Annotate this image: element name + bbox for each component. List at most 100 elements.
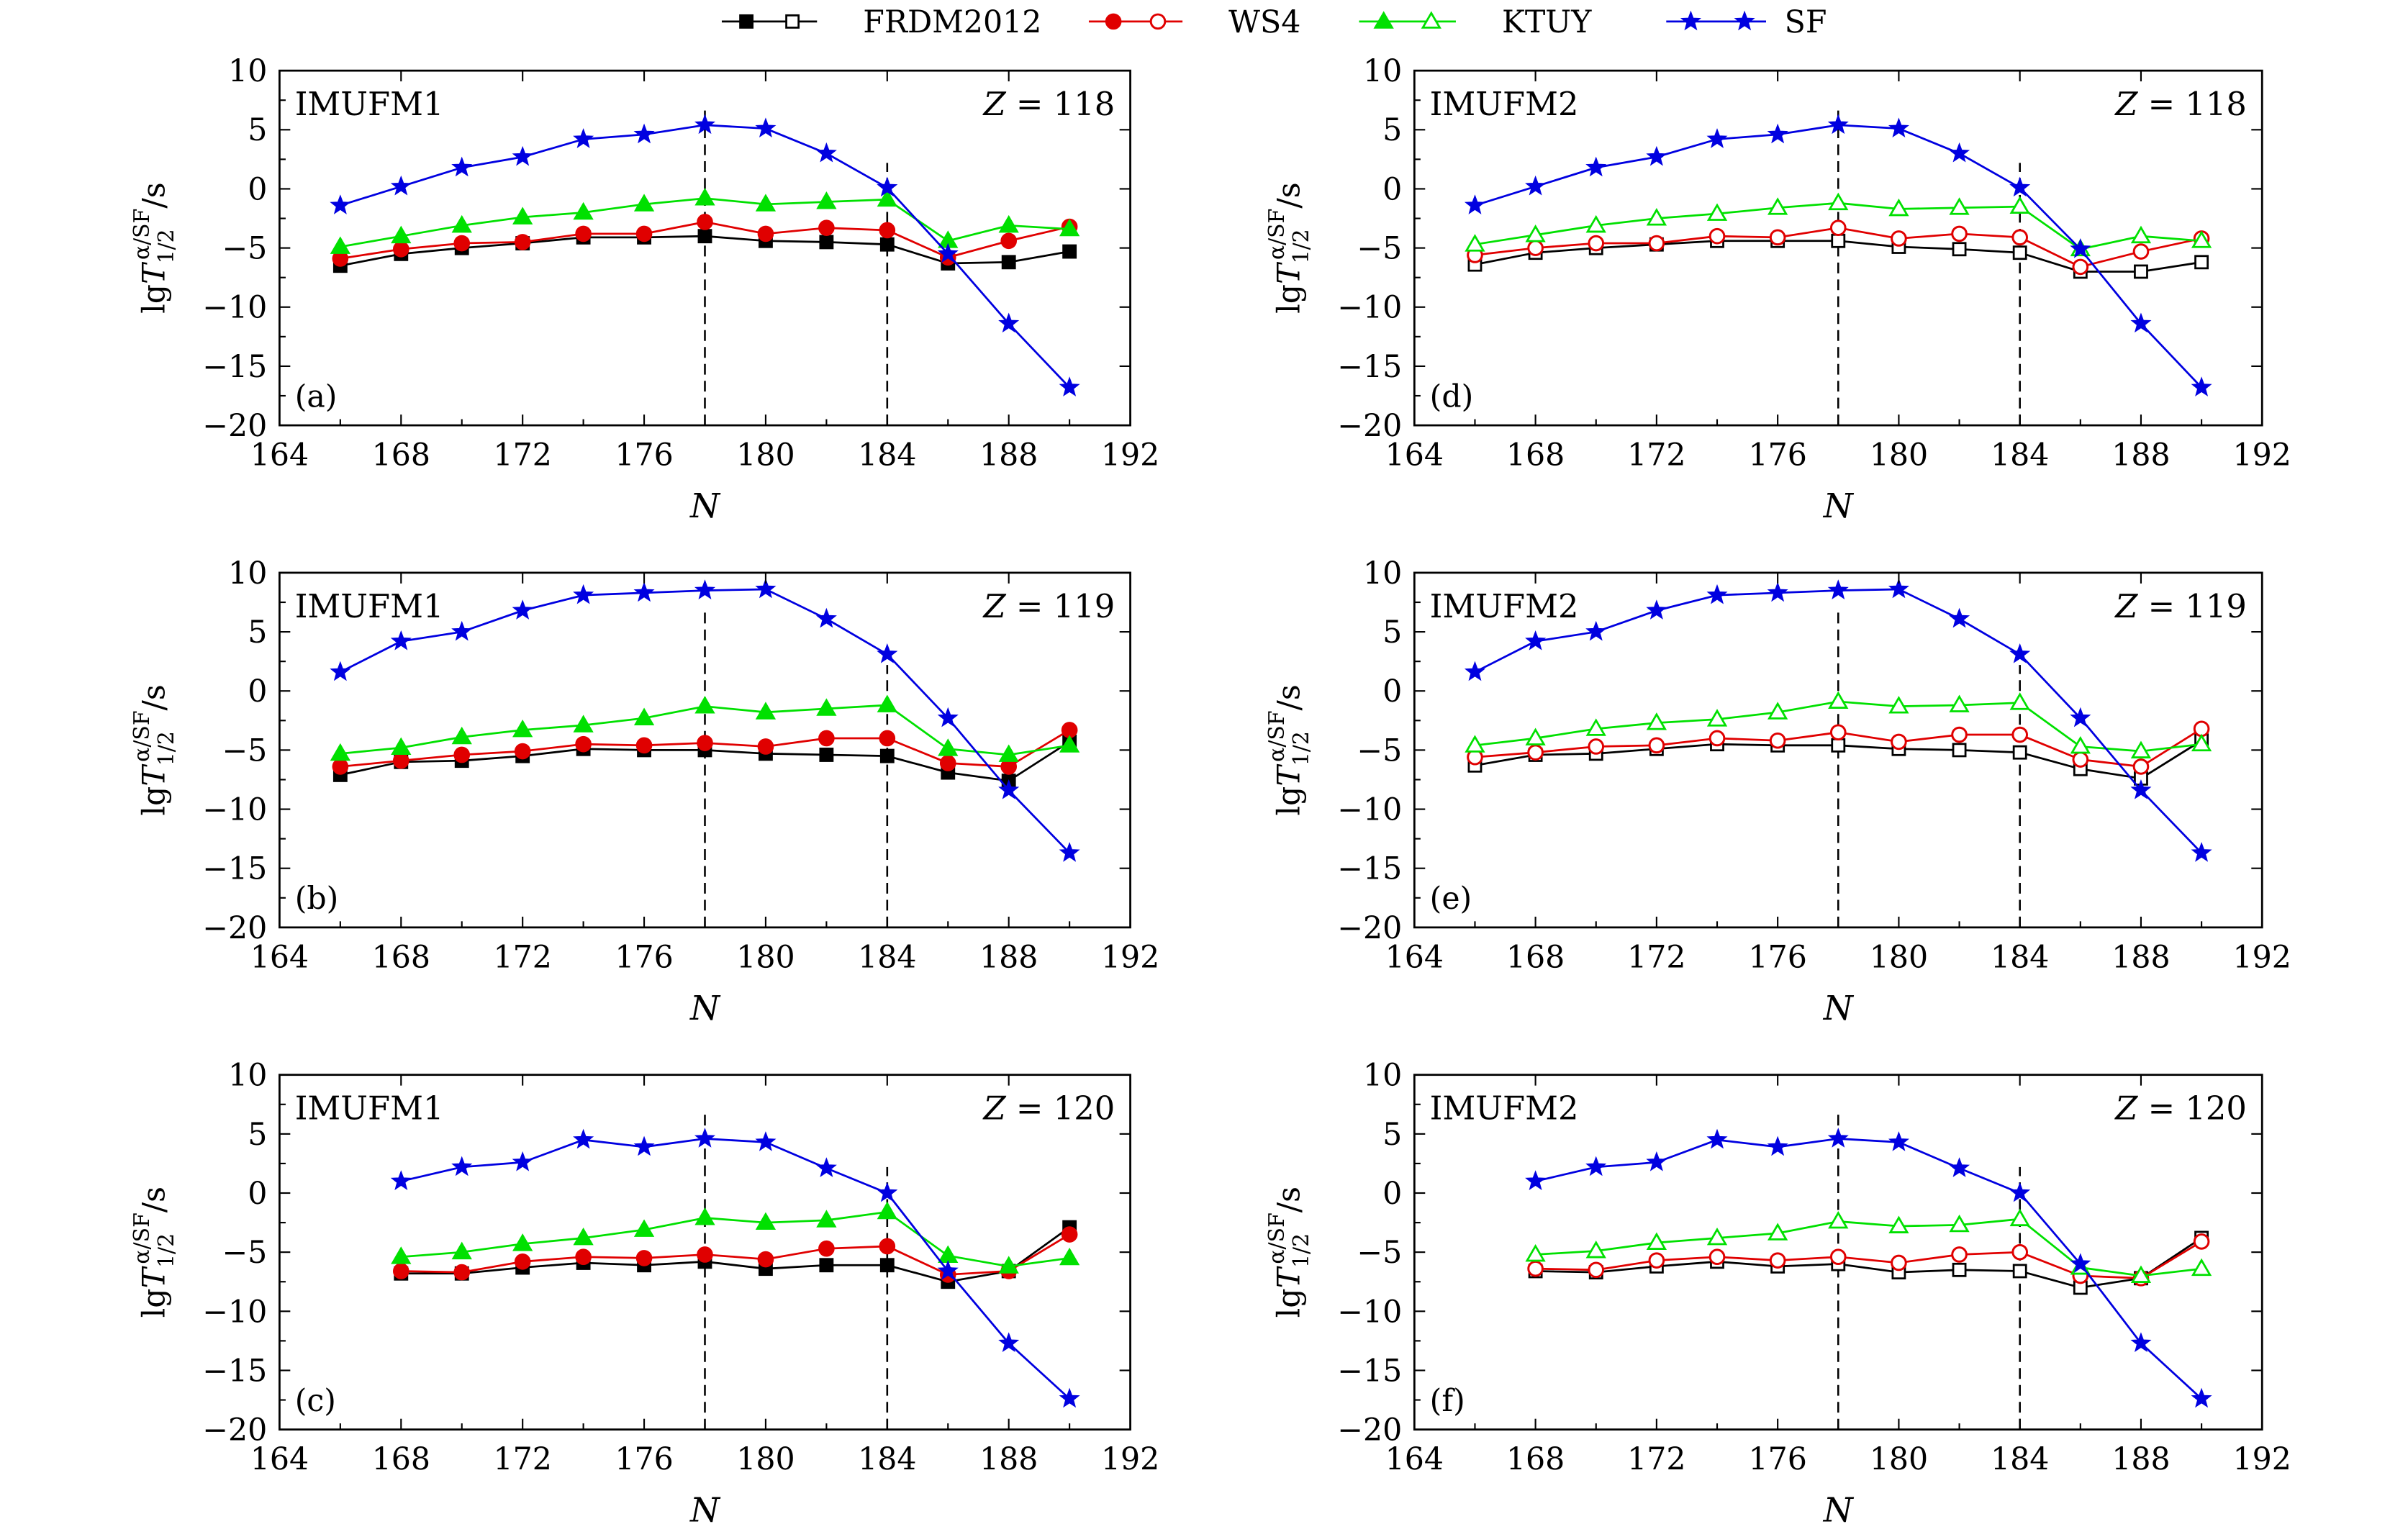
point-ktuy-n190 (2191, 733, 2212, 752)
x-tick-label: 164 (1385, 437, 1444, 473)
series-ws4 (1527, 1233, 2210, 1287)
point-ws4-n174 (575, 225, 592, 242)
point-ws4-n180 (1891, 230, 1907, 247)
point-sf-n182 (1949, 607, 1970, 628)
legend-marker-filled (1373, 11, 1394, 29)
point-ktuy-n174 (573, 201, 594, 220)
point-sf-n168 (390, 1170, 412, 1190)
x-tick-label: 176 (615, 437, 673, 473)
point-ktuy-n166 (1465, 735, 1485, 753)
x-tick-label: 180 (736, 437, 795, 473)
point-sf-n178 (694, 579, 716, 599)
point-sf-n172 (512, 1151, 533, 1171)
point-ktuy-n190 (1059, 218, 1080, 237)
y-tick-label: −10 (202, 792, 267, 828)
point-ktuy-n178 (694, 696, 715, 714)
model-label: IMUFM2 (1430, 85, 1579, 123)
point-ktuy-n176 (633, 707, 655, 725)
point-frdm2012-n178 (1831, 738, 1846, 753)
y-tick-label: −5 (1357, 733, 1402, 768)
series-line-frdm2012 (1535, 1237, 2202, 1289)
x-tick-label: 176 (1748, 939, 1806, 975)
y-tick-label: −10 (1337, 792, 1402, 828)
y-tick-label: 5 (248, 112, 267, 148)
z-label: Z = 120 (982, 1089, 1115, 1128)
y-axis-label: lgT1/2α/SF/s (130, 684, 179, 815)
y-tick-label: 0 (248, 1176, 267, 1212)
point-ws4-n178 (1829, 1248, 1847, 1266)
panel-a: 164 168 172 176 180 184 188 192 −20 −15 −10 −5 0 5 10 N… (130, 53, 1159, 526)
point-sf-n188 (998, 312, 1020, 333)
point-ws4-n170 (1588, 1261, 1605, 1279)
point-ktuy-n174 (573, 715, 594, 733)
point-sf-n172 (512, 145, 533, 166)
point-frdm2012-n182 (1952, 743, 1967, 758)
series-sf (390, 1128, 1080, 1408)
x-tick-label: 184 (1991, 1441, 2049, 1477)
point-ws4-n186 (2072, 751, 2089, 768)
point-sf-n190 (1059, 1387, 1080, 1408)
series-ktuy (330, 188, 1080, 254)
point-ktuy-n172 (1646, 208, 1667, 226)
point-sf-n170 (451, 620, 473, 641)
y-tick-label: 0 (1382, 674, 1402, 709)
point-ws4-n176 (635, 737, 653, 754)
x-tick-label: 188 (979, 1441, 1038, 1477)
point-sf-n190 (2191, 842, 2212, 862)
point-sf-n178 (1827, 579, 1849, 599)
point-ws4-n188 (2132, 243, 2150, 260)
point-sf-n186 (937, 242, 959, 263)
point-ktuy-n172 (512, 207, 533, 225)
point-ktuy-n190 (2191, 230, 2212, 248)
legend-item-frdm2012: FRDM2012 (721, 4, 1041, 40)
x-tick-label: 168 (372, 939, 430, 975)
point-sf-n180 (1888, 117, 1909, 138)
point-ktuy-n190 (1059, 735, 1080, 753)
point-ws4-n182 (1951, 1246, 1968, 1263)
point-ws4-n182 (818, 730, 835, 747)
x-axis-label: N (1823, 989, 1855, 1028)
point-ws4-n184 (2011, 229, 2029, 246)
y-tick-label: −10 (1337, 1294, 1402, 1330)
point-ktuy-n188 (2130, 740, 2152, 758)
legend-label: SF (1785, 4, 1827, 40)
point-sf-n188 (2130, 779, 2152, 799)
point-sf-n170 (1585, 1156, 1607, 1176)
point-sf-n186 (937, 1260, 959, 1280)
series-frdm2012 (1467, 733, 2209, 786)
point-ktuy-n182 (1949, 197, 1970, 215)
panel-letter: (f) (1430, 1383, 1465, 1419)
z-label: Z = 118 (2114, 85, 2247, 123)
point-ws4-n172 (514, 234, 531, 250)
point-sf-n168 (1525, 175, 1547, 196)
legend-marker-filled (739, 14, 754, 29)
point-sf-n182 (815, 607, 837, 628)
point-ws4-n188 (2132, 758, 2150, 775)
x-tick-label: 188 (2111, 939, 2170, 975)
point-ws4-n188 (1000, 232, 1018, 250)
series-frdm2012 (394, 1220, 1077, 1289)
series-line-ws4 (401, 1233, 1070, 1276)
point-sf-n176 (633, 581, 655, 602)
series-line-ktuy (401, 1210, 1070, 1268)
y-tick-label: 10 (228, 1058, 267, 1094)
point-ktuy-n172 (512, 719, 533, 738)
point-ws4-n184 (879, 1238, 896, 1255)
point-sf-n168 (1525, 630, 1547, 650)
x-tick-label: 164 (1385, 1441, 1444, 1477)
point-ktuy-n188 (998, 1256, 1019, 1274)
point-ws4-n170 (453, 746, 471, 763)
point-ws4-n190 (2193, 1233, 2210, 1250)
z-label: Z = 120 (2114, 1089, 2247, 1128)
y-tick-label: 0 (248, 171, 267, 207)
point-ktuy-n176 (633, 1219, 655, 1237)
point-sf-n182 (815, 142, 837, 163)
point-ws4-n178 (697, 214, 713, 230)
point-ws4-n176 (1769, 732, 1786, 749)
point-ws4-n174 (1708, 227, 1726, 245)
point-frdm2012-n190 (2194, 255, 2209, 270)
point-ktuy-n186 (938, 1245, 959, 1264)
series-ktuy (1465, 691, 2212, 758)
x-axis-label: N (689, 989, 721, 1028)
point-frdm2012-n188 (1001, 255, 1016, 270)
